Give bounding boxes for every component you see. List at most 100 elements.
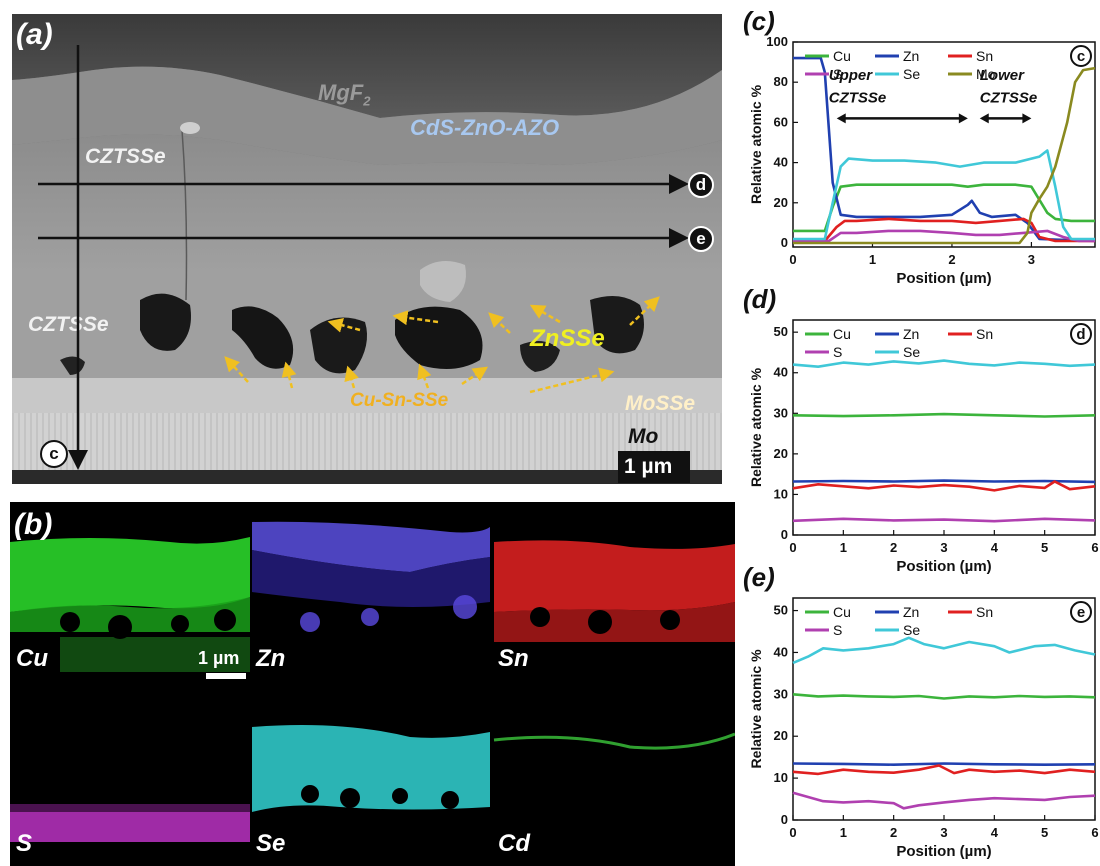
x-tick-label: 6 xyxy=(1091,825,1098,840)
cztsse-top-label: CZTSSe xyxy=(85,145,166,168)
x-axis-label: Position (µm) xyxy=(896,843,991,860)
arrow-head-left xyxy=(836,113,846,124)
scale-bar-b-line xyxy=(206,673,246,679)
series-line-zn xyxy=(792,762,1096,767)
marker-c-circle: c xyxy=(40,440,68,468)
mgf2-label: MgF2 xyxy=(318,80,371,109)
eds-label-s: S xyxy=(16,830,33,857)
legend-label-cu: Cu xyxy=(833,604,851,620)
series-line-cu xyxy=(792,693,1096,700)
cds-zno-azo-label: CdS-ZnO-AZO xyxy=(410,115,560,140)
legend-label-s: S xyxy=(833,66,842,82)
scale-bar-b-label: 1 µm xyxy=(198,648,240,668)
series-line-sn xyxy=(793,217,1095,243)
chart-e: 0 1 2 3 4 5 6 0 10 20 30 40 50 Position (µm) Relative … xyxy=(743,562,1099,860)
eds-map-sn xyxy=(494,540,735,642)
series-line-s xyxy=(792,791,1096,810)
legend-label-sn: Sn xyxy=(976,326,993,342)
y-tick-label: 50 xyxy=(774,603,788,618)
marker-d-circle: d xyxy=(688,172,714,198)
series-line-s xyxy=(792,517,1096,523)
legend-label-sn: Sn xyxy=(976,604,993,620)
x-tick-label: 5 xyxy=(1041,825,1048,840)
y-tick-label: 20 xyxy=(774,195,788,210)
x-tick-label: 5 xyxy=(1041,540,1048,555)
legend-label-zn: Zn xyxy=(903,604,919,620)
eds-label-se: Se xyxy=(256,830,286,857)
eds-label-sn: Sn xyxy=(498,645,529,672)
annotation-text: Lower xyxy=(980,67,1025,84)
x-axis-label: Position (µm) xyxy=(896,558,991,575)
y-tick-label: 30 xyxy=(774,686,788,701)
x-tick-label: 1 xyxy=(869,252,876,267)
cztsse-mid-label: CZTSSe xyxy=(28,313,109,336)
eds-maps xyxy=(10,521,735,842)
y-tick-label: 0 xyxy=(781,812,788,827)
series-line-cu xyxy=(792,412,1096,418)
y-tick-label: 50 xyxy=(774,324,788,339)
y-tick-label: 20 xyxy=(774,446,788,461)
mo-label: Mo xyxy=(628,425,659,448)
annotation-text: CZTSSe xyxy=(829,89,887,106)
cu-sn-sse-label: Cu-Sn-SSe xyxy=(350,390,449,411)
y-tick-label: 60 xyxy=(774,114,788,129)
x-tick-label: 2 xyxy=(890,540,897,555)
panel-a-label: (a) xyxy=(16,18,53,51)
x-tick-label: 0 xyxy=(789,252,796,267)
plot-frame xyxy=(792,41,1096,248)
mosse-label: MoSSe xyxy=(625,392,696,415)
legend-label-cu: Cu xyxy=(833,48,851,64)
legend-label-s: S xyxy=(833,622,842,638)
series-line-s xyxy=(793,229,1095,243)
panel-a-overlay-arrows xyxy=(38,45,689,470)
sem-cross-section-image xyxy=(12,14,722,484)
eds-map-cd xyxy=(493,732,735,750)
x-tick-label: 3 xyxy=(940,825,947,840)
x-tick-label: 0 xyxy=(789,540,796,555)
series-line-mo xyxy=(793,66,1096,245)
eds-map-s xyxy=(10,804,250,842)
legend-label-se: Se xyxy=(903,344,920,360)
y-tick-label: 100 xyxy=(766,34,788,49)
scale-bar-a-label: 1 µm xyxy=(624,455,673,478)
panel-b-label: (b) xyxy=(14,508,53,541)
x-tick-label: 0 xyxy=(789,825,796,840)
series-line-sn xyxy=(792,764,1096,776)
x-tick-label: 3 xyxy=(1028,252,1035,267)
eds-map-cu xyxy=(10,537,250,672)
x-tick-label: 1 xyxy=(840,825,847,840)
marker-e-circle: e xyxy=(688,226,714,252)
x-axis-label: Position (µm) xyxy=(896,270,991,287)
y-axis-label: Relative atomic % xyxy=(748,649,764,769)
chart-c: 0 1 2 3 0 20 40 60 80 100 Position (µm) Relative at… xyxy=(743,6,1096,287)
legend-label-se: Se xyxy=(903,66,920,82)
arrow-head-left xyxy=(979,113,989,124)
chart-marker-label: e xyxy=(1077,604,1085,621)
series-line-zn xyxy=(793,56,1096,243)
y-tick-label: 30 xyxy=(774,405,788,420)
arrow-head-right xyxy=(1022,113,1032,124)
y-tick-label: 10 xyxy=(774,770,788,785)
x-tick-label: 1 xyxy=(840,540,847,555)
legend-label-cu: Cu xyxy=(833,326,851,342)
chart-marker-circle xyxy=(1070,45,1092,67)
chart-marker-label: d xyxy=(1076,326,1085,343)
panel-label: (c) xyxy=(743,6,775,36)
eds-label-zn: Zn xyxy=(256,645,286,672)
arrow-head-right xyxy=(958,113,968,124)
scale-bar-a-line xyxy=(598,487,710,491)
eds-map-se xyxy=(252,724,490,812)
y-tick-label: 0 xyxy=(781,235,788,250)
y-tick-label: 40 xyxy=(774,644,788,659)
x-tick-label: 4 xyxy=(991,540,999,555)
legend-label-s: S xyxy=(833,344,842,360)
panel-label: (e) xyxy=(743,562,775,592)
legend-label-zn: Zn xyxy=(903,48,919,64)
series-line-se xyxy=(793,149,1095,241)
series-line-se xyxy=(792,359,1096,369)
series-line-sn xyxy=(792,480,1096,492)
y-tick-label: 40 xyxy=(774,365,788,380)
legend-label-sn: Sn xyxy=(976,48,993,64)
chart-d: 0 1 2 3 4 5 6 0 10 20 30 40 50 Position (µm) Relative … xyxy=(743,284,1099,575)
x-tick-label: 6 xyxy=(1091,540,1098,555)
